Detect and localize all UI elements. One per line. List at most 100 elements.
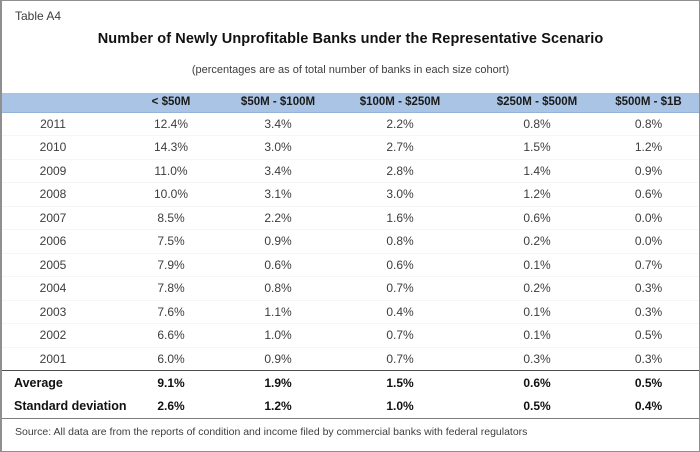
value-cell: 10.0%	[153, 187, 189, 202]
year-label: 2006	[39, 234, 67, 249]
table-row: 2010 14.3% 3.0% 2.7% 1.5% 1.2%	[2, 136, 699, 160]
year-label: 2010	[39, 140, 67, 155]
value-cell: 0.3%	[634, 281, 663, 296]
table-subtitle: (percentages are as of total number of b…	[191, 64, 510, 76]
value-cell: 0.9%	[264, 351, 292, 366]
corner-cell	[2, 93, 110, 113]
value-cell: 3.4%	[264, 163, 292, 178]
year-label: 2009	[39, 163, 67, 178]
table-row: 2009 11.0% 3.4% 2.8% 1.4% 0.9%	[2, 159, 699, 183]
table-row: 2003 7.6% 1.1% 0.4% 0.1% 0.3%	[2, 300, 699, 324]
value-cell: 3.4%	[264, 116, 292, 131]
year-label: 2008	[39, 187, 67, 202]
cohort-table: < $50M $50M - $100M $100M - $250M $250M - $…	[2, 93, 699, 419]
value-cell: 1.9%	[232, 370, 324, 395]
value-cell: 12.4%	[153, 116, 189, 131]
value-cell: 0.6%	[476, 370, 598, 395]
value-cell: 1.2%	[523, 187, 551, 202]
column-header-row: < $50M $50M - $100M $100M - $250M $250M - $…	[2, 93, 699, 113]
value-cell: 0.5%	[598, 370, 699, 395]
table-row: 2004 7.8% 0.8% 0.7% 0.2% 0.3%	[2, 277, 699, 301]
year-label: 2003	[39, 304, 67, 319]
year-label: 2002	[39, 328, 67, 343]
year-label: 2011	[40, 116, 66, 131]
value-cell: 9.1%	[110, 370, 232, 395]
value-cell: 0.1%	[523, 257, 551, 272]
value-cell: 1.1%	[264, 304, 292, 319]
value-cell: 0.9%	[634, 163, 663, 178]
value-cell: 1.5%	[324, 370, 476, 395]
column-header: $500M - $1B	[598, 93, 699, 113]
value-cell: 6.0%	[157, 351, 185, 366]
table-row: 2008 10.0% 3.1% 3.0% 1.2% 0.6%	[2, 183, 699, 207]
column-header: $250M - $500M	[476, 93, 598, 113]
value-cell: 0.5%	[476, 394, 598, 419]
value-cell: 1.4%	[523, 163, 551, 178]
value-cell: 0.8%	[264, 281, 292, 296]
value-cell: 1.6%	[386, 210, 414, 225]
value-cell: 7.5%	[157, 234, 185, 249]
table-row: 2011 12.4% 3.4% 2.2% 0.8% 0.8%	[2, 112, 699, 136]
column-header: $100M - $250M	[324, 93, 476, 113]
value-cell: 2.6%	[110, 394, 232, 419]
value-cell: 0.9%	[264, 234, 292, 249]
value-cell: 0.7%	[634, 257, 663, 272]
table-row: 2007 8.5% 2.2% 1.6% 0.6% 0.0%	[2, 206, 699, 230]
value-cell: 0.4%	[386, 304, 414, 319]
table-tag: Table A4	[15, 9, 62, 23]
value-cell: 0.6%	[523, 210, 551, 225]
value-cell: 0.8%	[523, 116, 551, 131]
value-cell: 0.4%	[598, 394, 699, 419]
year-label: 2004	[39, 281, 67, 296]
value-cell: 1.2%	[634, 140, 663, 155]
value-cell: 2.2%	[264, 210, 292, 225]
value-cell: 0.8%	[386, 234, 414, 249]
value-cell: 7.6%	[157, 304, 185, 319]
value-cell: 3.0%	[386, 187, 414, 202]
value-cell: 0.7%	[386, 351, 414, 366]
year-rows: 2011 12.4% 3.4% 2.2% 0.8% 0.8% 2010 14.3% 3.0% 2.…	[2, 112, 699, 371]
year-label: 2001	[39, 351, 67, 366]
table-row: 2002 6.6% 1.0% 0.7% 0.1% 0.5%	[2, 324, 699, 348]
value-cell: 3.1%	[264, 187, 292, 202]
value-cell: 8.5%	[157, 210, 185, 225]
value-cell: 0.3%	[634, 351, 663, 366]
value-cell: 0.0%	[634, 234, 663, 249]
table-row: 2005 7.9% 0.6% 0.6% 0.1% 0.7%	[2, 253, 699, 277]
value-cell: 1.5%	[523, 140, 551, 155]
value-cell: 0.1%	[523, 304, 551, 319]
year-label: 2007	[39, 210, 67, 225]
column-header: $50M - $100M	[232, 93, 324, 113]
value-cell: 0.5%	[634, 328, 663, 343]
value-cell: 1.0%	[264, 328, 292, 343]
value-cell: 0.3%	[634, 304, 663, 319]
table-row: 2006 7.5% 0.9% 0.8% 0.2% 0.0%	[2, 230, 699, 254]
value-cell: 2.8%	[386, 163, 414, 178]
value-cell: 14.3%	[153, 140, 189, 155]
value-cell: 3.0%	[264, 140, 292, 155]
value-cell: 7.8%	[157, 281, 185, 296]
value-cell: 0.6%	[264, 257, 292, 272]
source-note: Source: All data are from the reports of…	[15, 426, 528, 438]
summary-label: Average	[2, 370, 110, 395]
value-cell: 2.2%	[386, 116, 414, 131]
value-cell: 7.9%	[157, 257, 185, 272]
summary-rows: Average 9.1% 1.9% 1.5% 0.6% 0.5% Standard devi…	[2, 370, 699, 419]
value-cell: 0.6%	[634, 187, 663, 202]
value-cell: 0.1%	[523, 328, 551, 343]
value-cell: 11.0%	[154, 163, 188, 178]
summary-label: Standard deviation	[2, 394, 127, 419]
table-row: 2001 6.0% 0.9% 0.7% 0.3% 0.3%	[2, 347, 699, 371]
table-title: Number of Newly Unprofitable Banks under…	[97, 31, 604, 47]
column-header: < $50M	[110, 93, 232, 113]
value-cell: 0.2%	[523, 234, 551, 249]
value-cell: 6.6%	[157, 328, 185, 343]
table-row: Standard deviation 2.6% 1.2% 1.0% 0.5% 0.4%	[2, 394, 699, 419]
value-cell: 0.7%	[386, 281, 414, 296]
year-label: 2005	[39, 257, 67, 272]
value-cell: 0.2%	[523, 281, 551, 296]
value-cell: 1.2%	[232, 394, 324, 419]
value-cell: 0.0%	[634, 210, 663, 225]
value-cell: 1.0%	[324, 394, 476, 419]
